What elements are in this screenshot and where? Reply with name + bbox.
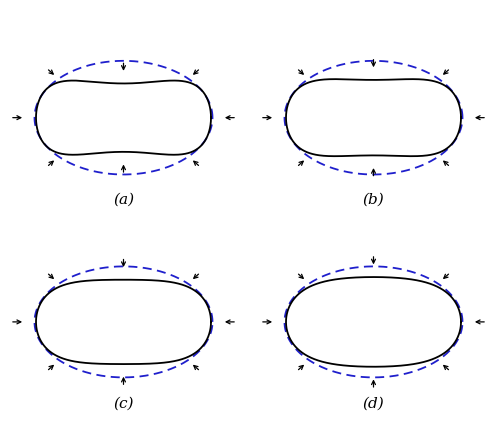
Text: (a): (a) <box>113 193 134 207</box>
Text: (b): (b) <box>362 193 384 207</box>
Text: (c): (c) <box>113 397 134 411</box>
Text: (d): (d) <box>362 397 384 411</box>
